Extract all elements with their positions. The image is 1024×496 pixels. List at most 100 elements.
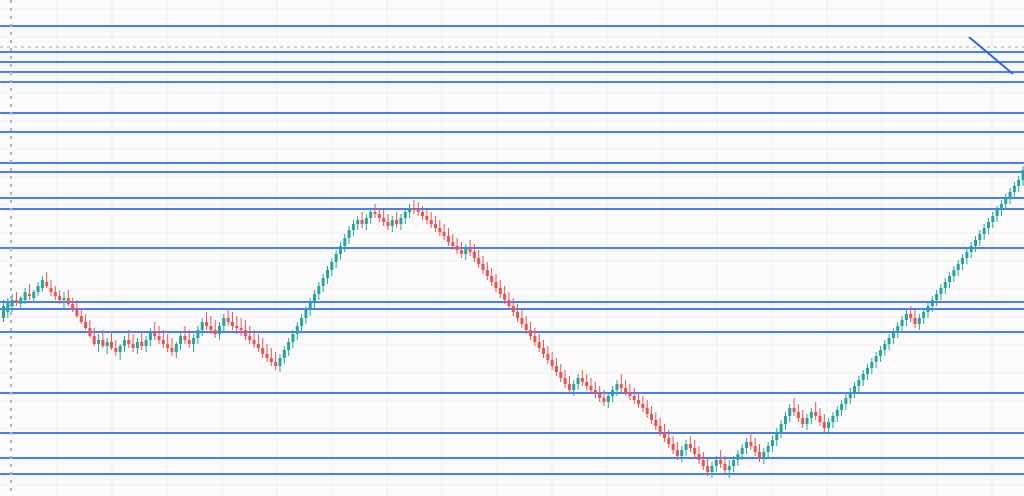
candle[interactable]	[913, 310, 917, 328]
candle[interactable]	[226, 308, 230, 326]
candle[interactable]	[965, 248, 969, 264]
candle[interactable]	[304, 306, 308, 324]
candle[interactable]	[153, 322, 157, 340]
candle[interactable]	[943, 278, 947, 294]
candle[interactable]	[360, 212, 364, 228]
candle[interactable]	[53, 286, 57, 300]
candlestick-series[interactable]	[2, 38, 1024, 478]
candle[interactable]	[671, 436, 675, 454]
candle[interactable]	[278, 354, 282, 372]
candle[interactable]	[377, 208, 381, 222]
candle[interactable]	[122, 336, 126, 352]
candle[interactable]	[662, 424, 666, 442]
candle[interactable]	[364, 214, 368, 230]
candle[interactable]	[75, 300, 79, 318]
candle[interactable]	[706, 458, 710, 476]
candle[interactable]	[148, 328, 152, 346]
candle[interactable]	[805, 414, 809, 430]
candle[interactable]	[248, 326, 252, 344]
candle[interactable]	[870, 358, 874, 374]
candle[interactable]	[611, 386, 615, 402]
candle[interactable]	[680, 446, 684, 462]
candle[interactable]	[334, 250, 338, 268]
candle[interactable]	[645, 400, 649, 418]
candle[interactable]	[338, 242, 342, 260]
candle[interactable]	[986, 218, 990, 234]
candle[interactable]	[935, 290, 939, 306]
candle[interactable]	[66, 290, 70, 306]
candle[interactable]	[408, 204, 412, 218]
candle[interactable]	[1021, 166, 1024, 186]
candle[interactable]	[45, 272, 49, 288]
candle[interactable]	[110, 332, 113, 350]
candle[interactable]	[23, 288, 27, 304]
candle[interactable]	[654, 412, 658, 430]
candle[interactable]	[624, 380, 628, 396]
candle[interactable]	[930, 296, 934, 312]
candle[interactable]	[641, 396, 645, 412]
candle[interactable]	[926, 302, 930, 318]
candle[interactable]	[710, 462, 714, 478]
candle[interactable]	[697, 446, 701, 464]
candle[interactable]	[818, 408, 822, 426]
candle[interactable]	[131, 334, 135, 352]
candle[interactable]	[1008, 188, 1012, 204]
candle[interactable]	[749, 432, 753, 450]
candle[interactable]	[878, 346, 882, 362]
candle[interactable]	[758, 444, 761, 462]
candle[interactable]	[36, 282, 40, 296]
candle[interactable]	[753, 438, 757, 456]
candle[interactable]	[822, 414, 826, 432]
candle[interactable]	[308, 298, 312, 316]
candle[interactable]	[118, 344, 122, 360]
candle[interactable]	[101, 330, 105, 348]
candle[interactable]	[425, 210, 429, 224]
candle[interactable]	[550, 352, 554, 370]
candle[interactable]	[429, 212, 433, 228]
candle[interactable]	[196, 326, 200, 344]
candle[interactable]	[58, 290, 62, 304]
candle[interactable]	[809, 408, 813, 424]
candle[interactable]	[239, 318, 243, 336]
candle[interactable]	[650, 406, 653, 424]
candle[interactable]	[896, 322, 900, 338]
candle[interactable]	[213, 320, 217, 338]
candle[interactable]	[727, 460, 731, 478]
candle[interactable]	[230, 312, 234, 330]
candle[interactable]	[395, 212, 399, 228]
candle[interactable]	[434, 216, 437, 232]
candle[interactable]	[79, 308, 83, 324]
candle[interactable]	[602, 390, 606, 406]
candle[interactable]	[770, 436, 774, 452]
candle[interactable]	[84, 314, 88, 330]
candle[interactable]	[209, 316, 213, 334]
candle[interactable]	[658, 418, 662, 436]
candle[interactable]	[792, 398, 796, 416]
candle[interactable]	[952, 266, 956, 282]
candle[interactable]	[922, 308, 926, 324]
candle[interactable]	[274, 352, 278, 370]
candle[interactable]	[235, 316, 239, 334]
candle[interactable]	[520, 310, 524, 328]
candle[interactable]	[256, 334, 260, 352]
candle[interactable]	[49, 280, 53, 296]
candle[interactable]	[464, 244, 468, 260]
candle[interactable]	[887, 334, 891, 350]
candle[interactable]	[831, 412, 835, 428]
candle[interactable]	[373, 204, 377, 218]
candle[interactable]	[114, 340, 118, 356]
candle[interactable]	[157, 326, 161, 344]
candle[interactable]	[127, 330, 131, 348]
candle[interactable]	[593, 382, 597, 398]
candle[interactable]	[589, 378, 593, 394]
candle[interactable]	[481, 256, 485, 274]
candle[interactable]	[801, 410, 805, 428]
candle[interactable]	[161, 330, 165, 348]
candle[interactable]	[313, 290, 317, 308]
candle[interactable]	[252, 330, 256, 348]
candle[interactable]	[524, 316, 528, 334]
candle[interactable]	[317, 282, 321, 300]
candle[interactable]	[615, 380, 619, 396]
candle[interactable]	[477, 250, 481, 268]
descending-trendline[interactable]	[968, 36, 1014, 75]
